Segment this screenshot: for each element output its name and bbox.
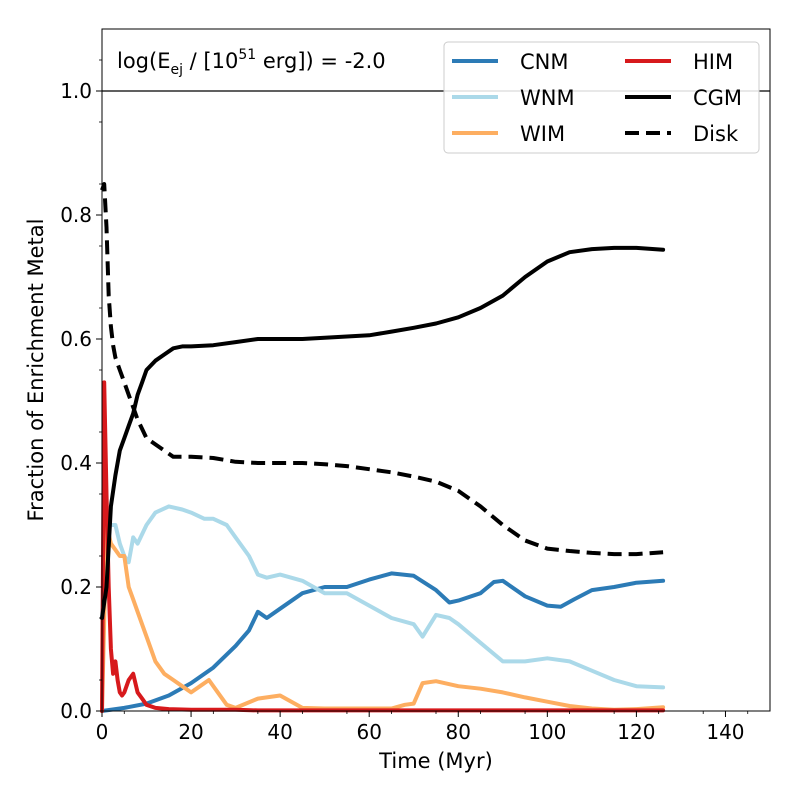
series-line-him	[100, 380, 666, 713]
x-tick-label: 100	[528, 720, 566, 744]
y-tick-label: 0.8	[60, 203, 92, 227]
x-tick-label: 80	[446, 720, 471, 744]
y-tick-label: 1.0	[60, 79, 92, 103]
series-line-disk	[100, 182, 664, 557]
x-tick-label: 0	[96, 720, 109, 744]
x-tick-label: 20	[178, 720, 203, 744]
x-tick-label: 140	[706, 720, 744, 744]
y-axis-label: Fraction of Enrichment Metal	[24, 219, 48, 522]
legend-label-him: HIM	[693, 50, 733, 74]
y-tick-label: 0.2	[60, 575, 92, 599]
legend-label-wim: WIM	[520, 122, 565, 146]
legend-label-cgm: CGM	[693, 86, 742, 110]
tick-layer: 0 20 40 60 80 100 120 140 0.0 0.2 0.4 0.6 0.8 1.0	[60, 59, 749, 744]
x-tick-label: 60	[356, 720, 381, 744]
series-line-wnm	[100, 504, 666, 690]
series-line-cnm	[100, 571, 666, 713]
series-layer	[100, 182, 666, 713]
legend-label-cnm: CNM	[520, 50, 569, 74]
y-tick-label: 0.6	[60, 327, 92, 351]
legend-label-disk: Disk	[693, 122, 739, 146]
annotation-text: log(Eej / [1051 erg]) = -2.0	[117, 47, 386, 78]
x-tick-label: 40	[267, 720, 292, 744]
x-tick-label: 120	[617, 720, 655, 744]
x-axis-label: Time (Myr)	[378, 749, 493, 773]
legend: CNM WNM WIM HIM CGM Disk	[443, 41, 760, 154]
legend-frame	[443, 41, 760, 154]
y-tick-label: 0.4	[60, 451, 92, 475]
y-tick-label: 0.0	[60, 699, 92, 723]
series-line-cgm	[100, 245, 666, 620]
series-line-wim	[100, 523, 666, 713]
legend-label-wnm: WNM	[520, 86, 575, 110]
